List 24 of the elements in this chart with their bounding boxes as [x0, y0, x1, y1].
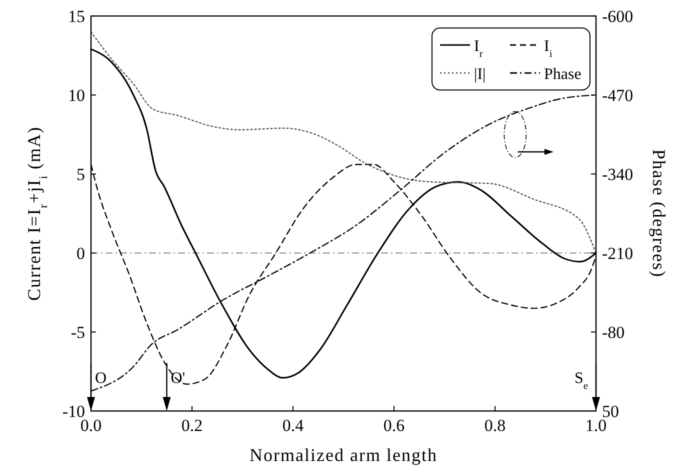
annotation: O: [95, 370, 107, 387]
annotation: O': [170, 370, 186, 387]
legend-label: I$_{i}$: [544, 38, 552, 60]
legend-label: |I|: [474, 66, 486, 83]
x-axis-title: Normalized arm length: [250, 445, 438, 465]
y-tick-label: 5: [76, 165, 85, 184]
x-tick-label: 0.4: [282, 416, 304, 435]
x-tick-label: 0.6: [383, 416, 405, 435]
x-tick-label: 0.8: [484, 416, 506, 435]
y-tick-label: -5: [70, 323, 85, 342]
y2-tick-label: -340: [602, 165, 634, 184]
y2-axis-title: Phase (degrees): [649, 149, 669, 278]
line-series: [90, 31, 597, 254]
x-tick-label: 0.2: [181, 416, 203, 435]
y2-tick-label: -80: [602, 323, 625, 342]
annotation: S$_{e}$: [574, 370, 588, 392]
legend-label: I$_{r}$: [474, 38, 484, 60]
y-tick-label: 10: [68, 86, 85, 105]
y-tick-label: 15: [68, 7, 85, 26]
y2-tick-label: -470: [602, 86, 634, 105]
y2-tick-label: -210: [602, 244, 634, 263]
y-tick-label: 0: [76, 244, 85, 263]
legend-label: Phase: [544, 66, 582, 83]
y2-tick-label: -600: [602, 7, 634, 26]
